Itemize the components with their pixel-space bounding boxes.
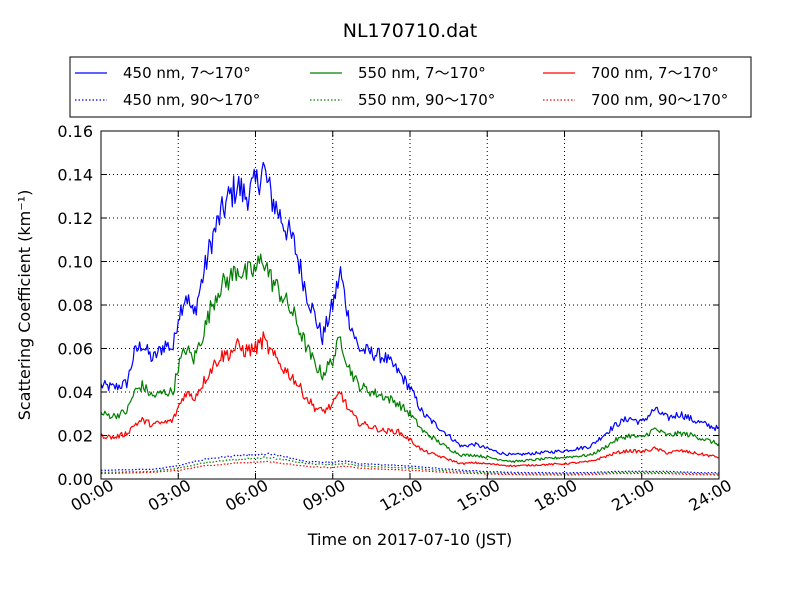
legend-label: 450 nm, 90～170° [123, 91, 260, 109]
legend-label: 450 nm, 7～170° [123, 64, 251, 82]
series-line-0 [100, 161, 720, 457]
y-tick-label: 0.02 [57, 427, 93, 446]
legend-label: 700 nm, 7～170° [591, 64, 719, 82]
series-line-2 [100, 253, 720, 464]
x-axis-label: Time on 2017-07-10 (JST) [307, 530, 512, 549]
plot-frame [100, 130, 720, 480]
y-tick-label: 0.00 [57, 470, 93, 489]
y-tick-label: 0.08 [57, 296, 93, 315]
y-tick-label: 0.12 [57, 209, 93, 228]
y-tick-label: 0.14 [57, 166, 93, 185]
series-line-4 [100, 331, 720, 468]
y-axis-label: Scattering Coefficient (km⁻¹) [15, 190, 34, 421]
grid-lines [101, 131, 719, 479]
chart-title: NL170710.dat [343, 20, 478, 42]
y-tick-labels: 0.00 0.02 0.04 0.06 0.08 0.10 0.12 0.14 0.16 [57, 122, 93, 489]
y-tick-label: 0.10 [57, 253, 93, 272]
series-line-3 [100, 456, 720, 475]
legend-box [69, 56, 752, 118]
legend-label: 550 nm, 90～170° [358, 91, 495, 109]
y-tick-label: 0.04 [57, 383, 93, 402]
series-line-5 [100, 460, 720, 476]
legend-label: 550 nm, 7～170° [358, 64, 486, 82]
y-tick-label: 0.16 [57, 122, 93, 141]
legend: 450 nm, 7～170° 450 nm, 90～170° 550 nm, 7～1… [69, 56, 752, 118]
series-layer [100, 161, 720, 476]
legend-label: 700 nm, 90～170° [591, 91, 728, 109]
y-tick-label: 0.06 [57, 340, 93, 359]
